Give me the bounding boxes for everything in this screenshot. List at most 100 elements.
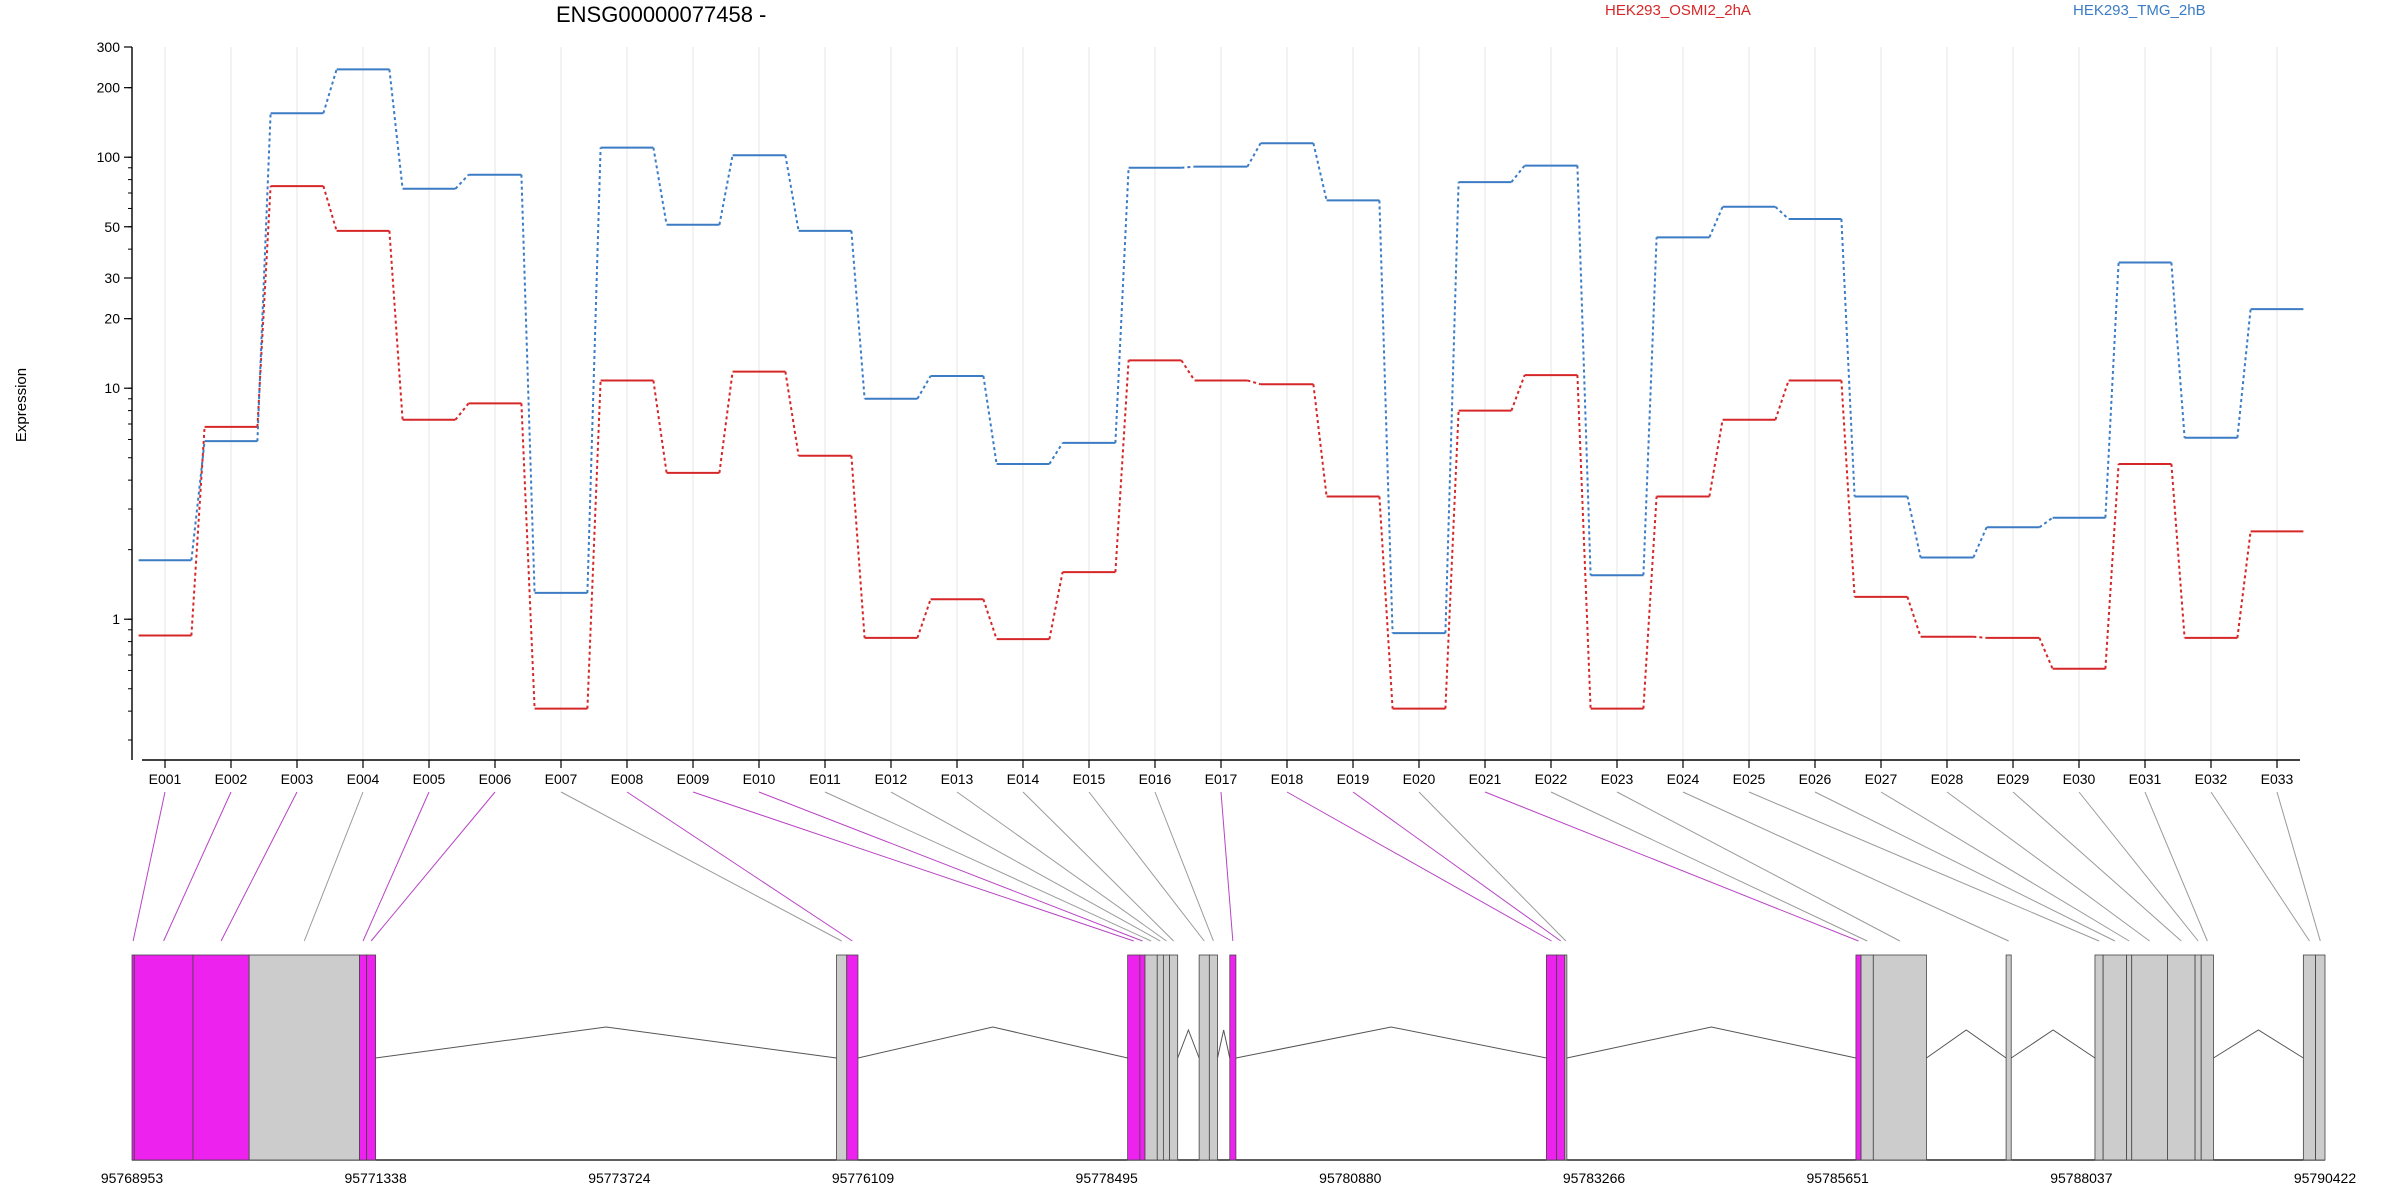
exon-block bbox=[1855, 954, 1862, 1161]
intron-line bbox=[1926, 1029, 2007, 1059]
series-a-connector bbox=[718, 371, 734, 474]
x-tick-label: E025 bbox=[1733, 771, 1766, 787]
series-b-connector bbox=[1246, 142, 1262, 168]
series-a-connector bbox=[1114, 360, 1130, 573]
series-b-connector bbox=[586, 147, 602, 593]
x-tick-label: E020 bbox=[1403, 771, 1436, 787]
x-tick-label: E010 bbox=[743, 771, 776, 787]
exon-block bbox=[2200, 954, 2214, 1161]
y-axis-label: Expression bbox=[13, 368, 30, 442]
x-tick-label: E023 bbox=[1601, 771, 1634, 787]
exon-connector bbox=[1022, 791, 1174, 942]
series-b-connector bbox=[1114, 167, 1130, 443]
x-tick-label: E011 bbox=[809, 771, 841, 787]
genome-tick-label: 95785651 bbox=[1807, 1170, 1870, 1186]
x-tick-label: E009 bbox=[677, 771, 710, 787]
exon-block bbox=[1144, 954, 1158, 1161]
intron-line bbox=[2010, 1029, 2096, 1059]
x-tick-label: E001 bbox=[149, 771, 182, 787]
x-tick-label: E027 bbox=[1865, 771, 1898, 787]
series-b-connector bbox=[1444, 182, 1460, 634]
exon-connector bbox=[2210, 791, 2310, 942]
genome-tick-label: 95771338 bbox=[344, 1170, 407, 1186]
x-tick-label: E030 bbox=[2063, 771, 2096, 787]
series-a-connector bbox=[1708, 419, 1724, 497]
series-a-connector bbox=[1048, 571, 1064, 640]
series-a-connector bbox=[1180, 359, 1196, 382]
exon-block bbox=[2131, 954, 2168, 1161]
exon-block bbox=[133, 954, 194, 1161]
series-a-connector bbox=[2170, 463, 2186, 638]
exon-connector bbox=[163, 791, 232, 942]
series-b-connector bbox=[1181, 165, 1195, 169]
series-a-connector bbox=[1312, 384, 1328, 497]
series-b-connector bbox=[1708, 206, 1724, 238]
y-tick-label: 200 bbox=[97, 80, 121, 96]
x-tick-label: E018 bbox=[1271, 771, 1304, 787]
x-tick-label: E008 bbox=[611, 771, 644, 787]
series-b-connector bbox=[1774, 206, 1790, 220]
y-tick-label: 1 bbox=[112, 611, 120, 627]
x-tick-label: E004 bbox=[347, 771, 380, 787]
x-tick-label: E026 bbox=[1799, 771, 1832, 787]
x-tick-label: E013 bbox=[941, 771, 974, 787]
series-a-connector bbox=[190, 426, 206, 636]
exon-connector bbox=[132, 791, 166, 942]
exon-block bbox=[846, 954, 859, 1161]
exon-connector bbox=[370, 791, 496, 942]
legend-series-b: HEK293_TMG_2hB bbox=[2073, 2, 2206, 19]
exon-block bbox=[836, 954, 848, 1161]
series-b-connector bbox=[1906, 496, 1922, 558]
series-b-connector bbox=[2104, 262, 2120, 518]
y-tick-label: 20 bbox=[104, 311, 120, 327]
genome-tick-label: 95778495 bbox=[1076, 1170, 1139, 1186]
series-b-connector bbox=[1840, 218, 1856, 497]
exon-connector bbox=[220, 791, 298, 942]
x-tick-label: E005 bbox=[413, 771, 446, 787]
exon-block bbox=[2302, 954, 2317, 1161]
series-b-connector bbox=[454, 174, 470, 190]
y-tick-label: 100 bbox=[97, 149, 121, 165]
exon-block bbox=[1162, 954, 1170, 1161]
genome-tick-label: 95768953 bbox=[101, 1170, 164, 1186]
exon-connector bbox=[824, 791, 1152, 942]
series-b-connector bbox=[784, 155, 800, 232]
series-b-connector bbox=[520, 174, 536, 593]
exon-block bbox=[1556, 954, 1566, 1161]
x-tick-label: E015 bbox=[1073, 771, 1106, 787]
series-b-connector bbox=[256, 113, 272, 442]
intron-line bbox=[1177, 1028, 1200, 1059]
exon-connector bbox=[1946, 791, 2150, 942]
chart-title: ENSG00000077458 - bbox=[556, 2, 766, 27]
x-tick-label: E033 bbox=[2261, 771, 2294, 787]
exon-connector bbox=[2078, 791, 2199, 942]
exon-connector bbox=[1484, 791, 1859, 942]
exon-connector bbox=[1880, 791, 2130, 942]
exon-block bbox=[359, 954, 368, 1161]
exon-block bbox=[1229, 954, 1237, 1161]
exon-connector bbox=[692, 791, 1134, 942]
exon-connector bbox=[2144, 791, 2208, 942]
legend-series-a: HEK293_OSMI2_2hA bbox=[1605, 2, 1751, 19]
series-a-connector bbox=[1378, 496, 1394, 709]
series-a-connector bbox=[652, 380, 668, 474]
series-b-connector bbox=[1312, 142, 1328, 201]
exon-connector bbox=[890, 791, 1161, 942]
series-a-connector bbox=[2038, 637, 2054, 670]
series-a-connector bbox=[454, 402, 470, 421]
series-a-connector bbox=[388, 230, 404, 420]
exon-block bbox=[1860, 954, 1874, 1161]
exon-connector bbox=[1418, 791, 1567, 942]
x-tick-label: E003 bbox=[281, 771, 314, 787]
series-b-connector bbox=[190, 441, 206, 561]
series-a-connector bbox=[1973, 635, 1987, 639]
series-b-connector bbox=[1576, 165, 1592, 576]
exon-connector bbox=[1220, 791, 1234, 942]
exon-block bbox=[2315, 954, 2326, 1161]
exon-block bbox=[1127, 954, 1141, 1161]
series-b-connector bbox=[388, 69, 404, 189]
x-tick-label: E029 bbox=[1997, 771, 2030, 787]
x-tick-label: E024 bbox=[1667, 771, 1700, 787]
exon-block bbox=[248, 954, 360, 1161]
series-a-connector bbox=[1774, 380, 1790, 421]
